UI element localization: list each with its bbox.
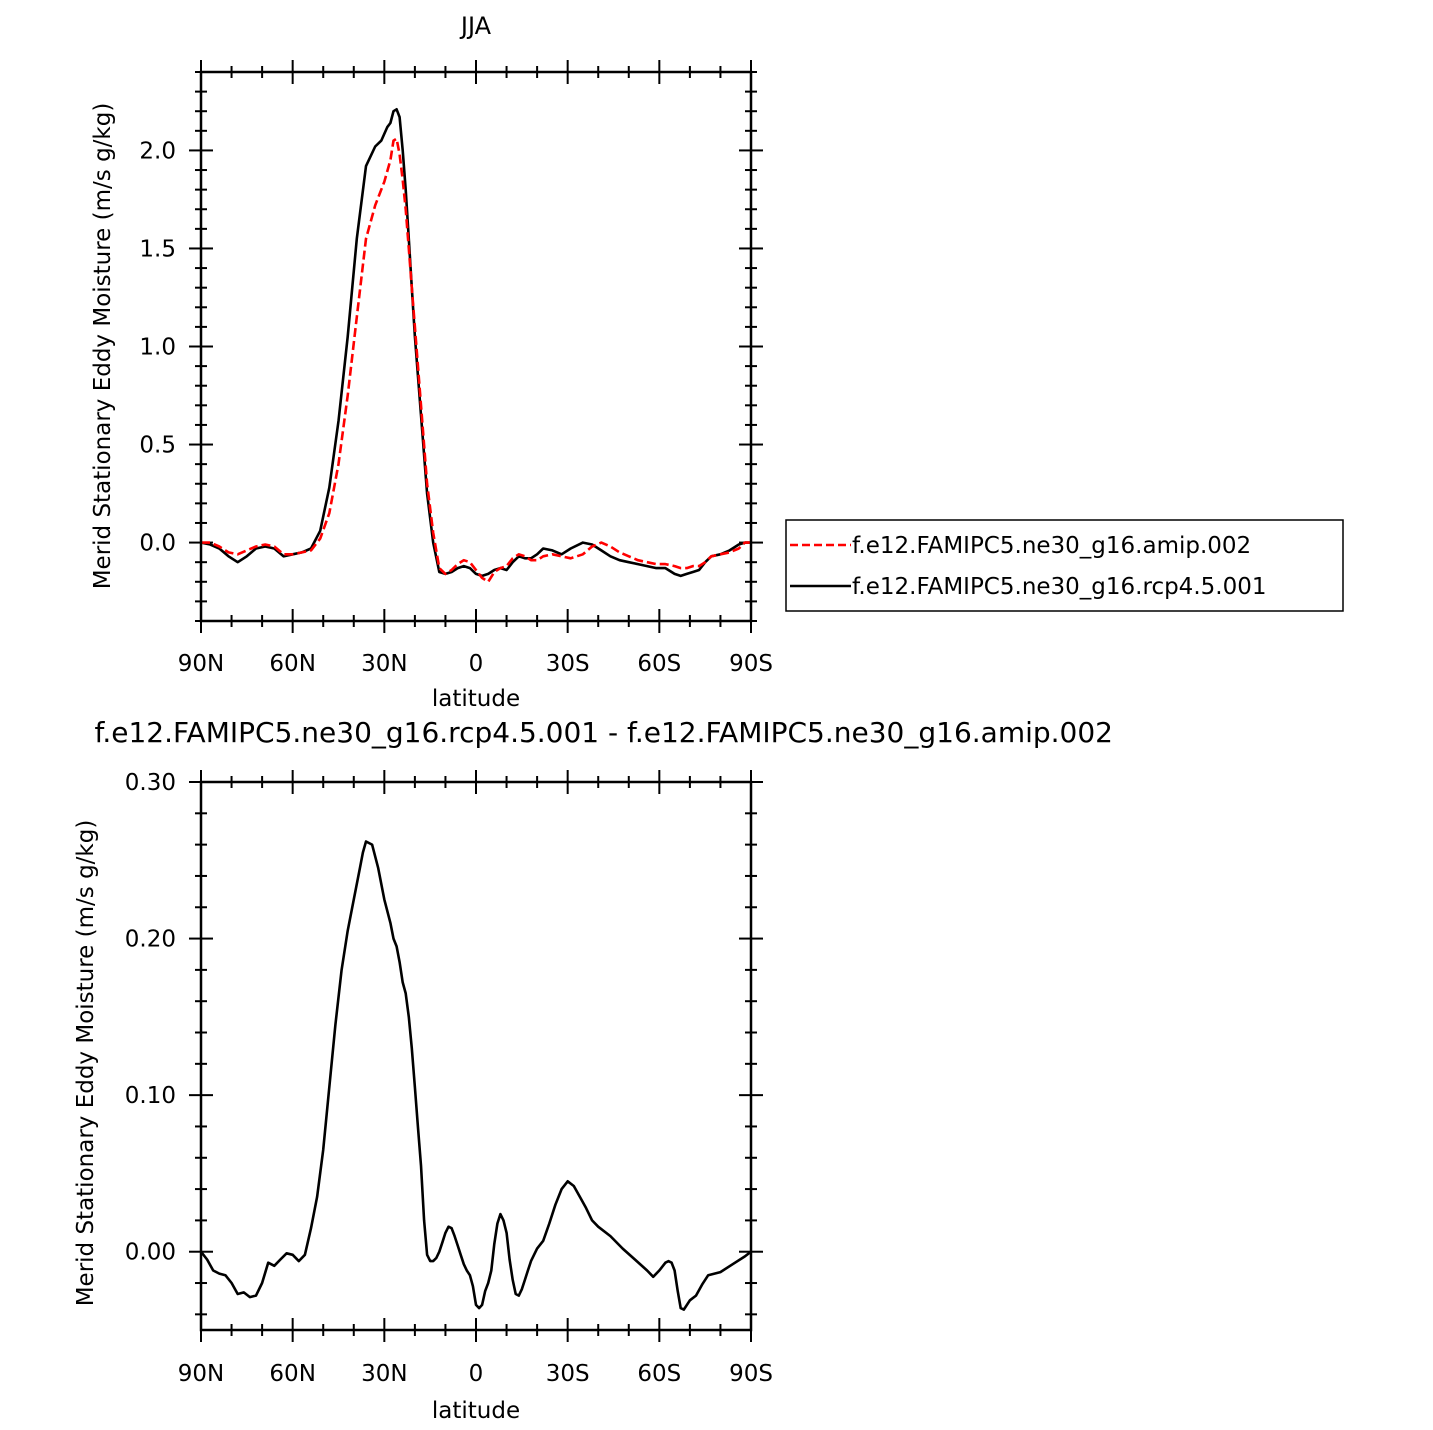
top-plot-frame xyxy=(199,70,753,623)
top-xlabel: latitude xyxy=(432,686,520,712)
top-series-line-1 xyxy=(200,108,751,578)
bottom-x-tick-label: 60N xyxy=(269,1361,315,1387)
top-x-tick-label: 90S xyxy=(729,651,773,677)
panel-bottom: f.e12.FAMIPC5.ne30_g16.rcp4.5.001 - f.e1… xyxy=(73,716,1113,1424)
top-y-tick-label: 1.0 xyxy=(139,335,176,361)
bottom-x-tick-label: 0 xyxy=(469,1361,484,1387)
legend-box xyxy=(785,519,1344,612)
top-x-tick-label: 60N xyxy=(269,651,315,677)
top-x-tick-label: 0 xyxy=(469,651,484,677)
bottom-x-tick-label: 60S xyxy=(637,1361,681,1387)
top-series-lines xyxy=(200,108,751,584)
bottom-plot-frame xyxy=(199,780,753,1332)
legend-label-amip: f.e12.FAMIPC5.ne30_g16.amip.002 xyxy=(852,533,1251,559)
top-ylabel: Merid Stationary Eddy Moisture (m/s g/kg… xyxy=(90,103,116,590)
bottom-x-tick-label: 30N xyxy=(361,1361,407,1387)
legend-label-rcp: f.e12.FAMIPC5.ne30_g16.rcp4.5.001 xyxy=(852,574,1266,600)
top-y-tick-label: 1.5 xyxy=(139,236,176,262)
bottom-series-line-0 xyxy=(199,840,752,1311)
bottom-y-tick-label: 0.00 xyxy=(125,1240,176,1266)
top-x-tick-label: 30S xyxy=(546,651,590,677)
top-title: JJA xyxy=(459,12,492,40)
bottom-x-tick-label: 90S xyxy=(729,1361,773,1387)
legend: f.e12.FAMIPC5.ne30_g16.amip.002 f.e12.FA… xyxy=(785,519,1344,612)
bottom-x-tick-labels: 90N 60N 30N 0 30S 60S 90S xyxy=(178,1361,773,1387)
bottom-y-tick-label: 0.20 xyxy=(125,927,176,953)
bottom-y-tick-labels: 0.00 0.10 0.20 0.30 xyxy=(125,770,176,1266)
panel-top: JJA Merid Stationary Eddy Moisture (m/s … xyxy=(90,12,773,712)
top-y-tick-label: 0.0 xyxy=(139,531,176,557)
bottom-series-lines xyxy=(199,840,752,1311)
top-x-tick-label: 30N xyxy=(361,651,407,677)
top-x-tick-labels: 90N 60N 30N 0 30S 60S 90S xyxy=(178,651,773,677)
top-x-tick-label: 90N xyxy=(178,651,224,677)
bottom-title: f.e12.FAMIPC5.ne30_g16.rcp4.5.001 - f.e1… xyxy=(95,716,1113,749)
top-y-tick-label: 0.5 xyxy=(139,433,176,459)
bottom-y-tick-label: 0.30 xyxy=(125,770,176,796)
bottom-xlabel: latitude xyxy=(432,1398,520,1424)
bottom-ylabel: Merid Stationary Eddy Moisture (m/s g/kg… xyxy=(73,820,99,1307)
top-y-tick-labels: 0.0 0.5 1.0 1.5 2.0 xyxy=(139,138,176,556)
bottom-y-tick-label: 0.10 xyxy=(125,1083,176,1109)
top-y-tick-label: 2.0 xyxy=(139,138,176,164)
top-series-line-0 xyxy=(201,137,751,584)
bottom-x-tick-label: 30S xyxy=(546,1361,590,1387)
bottom-x-tick-label: 90N xyxy=(178,1361,224,1387)
top-x-tick-label: 60S xyxy=(637,651,681,677)
